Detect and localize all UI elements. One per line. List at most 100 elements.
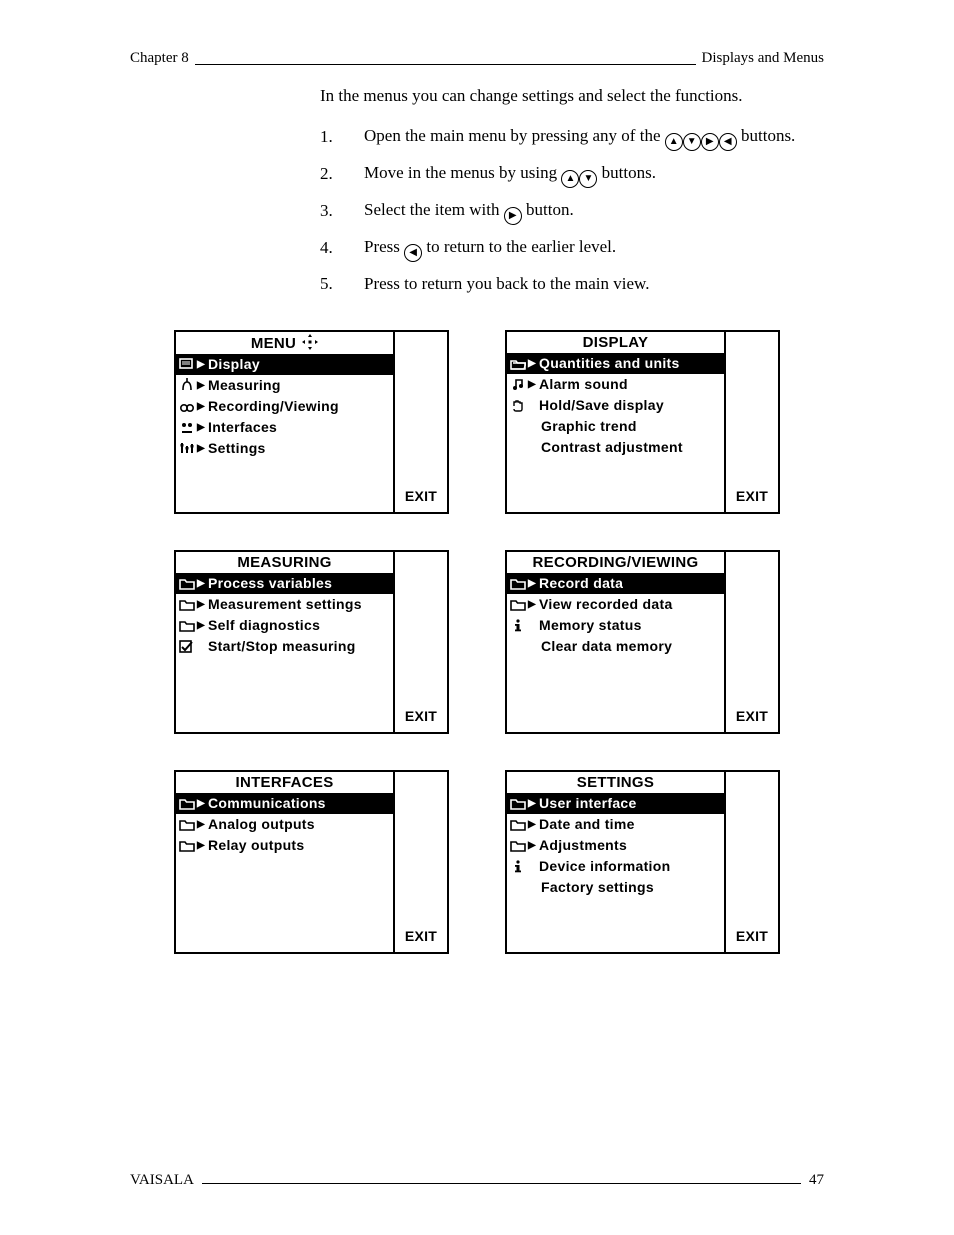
submenu-arrow-icon: ▶	[527, 798, 537, 809]
screen-measuring: MEASURING▶Process variables▶Measurement …	[174, 550, 449, 734]
page: Chapter 8 Displays and Menus In the menu…	[0, 0, 954, 1235]
lcd-softkey-area: EXIT	[393, 772, 447, 952]
menu-item[interactable]: Contrast adjustment	[507, 437, 724, 458]
exit-softkey[interactable]: EXIT	[405, 708, 437, 724]
menu-item[interactable]: ▶Recording/Viewing	[176, 396, 393, 417]
menu-item[interactable]: ▶Relay outputs	[176, 835, 393, 856]
menu-item[interactable]: Graphic trend	[507, 416, 724, 437]
submenu-arrow-icon: ▶	[196, 380, 206, 391]
menu-item-label: Graphic trend	[509, 418, 637, 434]
screen-recording: RECORDING/VIEWING▶Record data▶View recor…	[505, 550, 780, 734]
step-number: 3.	[320, 199, 364, 223]
lcd-softkey-area: EXIT	[724, 772, 778, 952]
step-text: Press	[364, 237, 404, 256]
menu-item-label: Adjustments	[537, 837, 627, 853]
menu-item[interactable]: Hold/Save display	[507, 395, 724, 416]
lcd-main: MENU ▶Display▶Measuring▶Recording/Viewin…	[176, 332, 393, 512]
menu-item-label: Recording/Viewing	[206, 398, 339, 414]
screen-interfaces: INTERFACES▶Communications▶Analog outputs…	[174, 770, 449, 954]
lcd-softkey-area: EXIT	[724, 332, 778, 512]
menu-item[interactable]: ▶Alarm sound	[507, 374, 724, 395]
menu-item[interactable]: Clear data memory	[507, 636, 724, 657]
menu-item-label: Hold/Save display	[537, 397, 664, 413]
menu-item-label: Record data	[537, 575, 623, 591]
menu-item[interactable]: Memory status	[507, 615, 724, 636]
lcd-title: SETTINGS	[507, 772, 724, 793]
submenu-arrow-icon: ▶	[527, 379, 537, 390]
lcd-title: MENU	[176, 332, 393, 354]
menu-item-label: Interfaces	[206, 419, 277, 435]
menu-item[interactable]: ▶Quantities and units	[507, 353, 724, 374]
right-icon: ▶	[504, 207, 522, 225]
submenu-arrow-icon: ▶	[196, 401, 206, 412]
submenu-arrow-icon: ▶	[527, 599, 537, 610]
folder-icon	[178, 796, 196, 810]
menu-item-label: View recorded data	[537, 596, 673, 612]
right-icon: ▶	[701, 133, 719, 151]
nav-arrows-icon	[302, 334, 318, 350]
menu-item-label: Contrast adjustment	[509, 439, 683, 455]
menu-item[interactable]: Factory settings	[507, 877, 724, 898]
menu-item[interactable]: ▶User interface	[507, 793, 724, 814]
exit-softkey[interactable]: EXIT	[405, 928, 437, 944]
steps-list: 1. Open the main menu by pressing any of…	[320, 124, 824, 296]
submenu-arrow-icon: ▶	[196, 422, 206, 433]
menu-item[interactable]: ▶Measurement settings	[176, 594, 393, 615]
exit-softkey[interactable]: EXIT	[736, 928, 768, 944]
rec-icon	[178, 399, 196, 413]
folder-icon	[178, 838, 196, 852]
left-icon: ◀	[404, 244, 422, 262]
info-icon	[509, 618, 527, 632]
folder-icon	[178, 597, 196, 611]
header-rule	[195, 50, 696, 65]
folder-icon	[509, 796, 527, 810]
folder-icon	[509, 838, 527, 852]
lcd-main: RECORDING/VIEWING▶Record data▶View recor…	[507, 552, 724, 732]
folder-icon	[509, 597, 527, 611]
menu-item-label: Date and time	[537, 816, 635, 832]
folder-open-icon	[509, 356, 527, 370]
submenu-arrow-icon: ▶	[527, 840, 537, 851]
menu-item[interactable]: ▶Self diagnostics	[176, 615, 393, 636]
menu-item-label: Self diagnostics	[206, 617, 320, 633]
header-chapter: Chapter 8	[130, 50, 189, 67]
lcd-title: MEASURING	[176, 552, 393, 573]
hand-icon	[509, 398, 527, 412]
menu-item[interactable]: ▶Display	[176, 354, 393, 375]
up-icon: ▲	[665, 133, 683, 151]
exit-softkey[interactable]: EXIT	[736, 488, 768, 504]
submenu-arrow-icon: ▶	[196, 620, 206, 631]
step-3: 3. Select the item with ▶ button.	[320, 198, 824, 225]
menu-item[interactable]: ▶Measuring	[176, 375, 393, 396]
screens-grid: MENU ▶Display▶Measuring▶Recording/Viewin…	[174, 330, 780, 954]
menu-item[interactable]: Start/Stop measuring	[176, 636, 393, 657]
submenu-arrow-icon: ▶	[196, 819, 206, 830]
step-text: Select the item with	[364, 200, 504, 219]
menu-item[interactable]: ▶Process variables	[176, 573, 393, 594]
menu-item[interactable]: ▶Settings	[176, 438, 393, 459]
step-text: button.	[526, 200, 574, 219]
lcd-title: RECORDING/VIEWING	[507, 552, 724, 573]
footer-page-number: 47	[809, 1172, 824, 1189]
lcd-softkey-area: EXIT	[393, 332, 447, 512]
menu-item[interactable]: Device information	[507, 856, 724, 877]
menu-item[interactable]: ▶Interfaces	[176, 417, 393, 438]
menu-item[interactable]: ▶View recorded data	[507, 594, 724, 615]
menu-item[interactable]: ▶Date and time	[507, 814, 724, 835]
step-number: 2.	[320, 162, 364, 186]
menu-item[interactable]: ▶Record data	[507, 573, 724, 594]
exit-softkey[interactable]: EXIT	[736, 708, 768, 724]
menu-item[interactable]: ▶Adjustments	[507, 835, 724, 856]
step-text: Open the main menu by pressing any of th…	[364, 126, 665, 145]
page-header: Chapter 8 Displays and Menus	[130, 50, 824, 67]
menu-item[interactable]: ▶Analog outputs	[176, 814, 393, 835]
arrow-buttons-group: ▲▼▶◀	[665, 126, 741, 145]
display-icon	[178, 357, 196, 371]
menu-item[interactable]: ▶Communications	[176, 793, 393, 814]
menu-item-label: Clear data memory	[509, 638, 672, 654]
menu-item-label: Measuring	[206, 377, 281, 393]
submenu-arrow-icon: ▶	[527, 578, 537, 589]
exit-softkey[interactable]: EXIT	[405, 488, 437, 504]
menu-item-label: Quantities and units	[537, 355, 680, 371]
submenu-arrow-icon: ▶	[196, 359, 206, 370]
